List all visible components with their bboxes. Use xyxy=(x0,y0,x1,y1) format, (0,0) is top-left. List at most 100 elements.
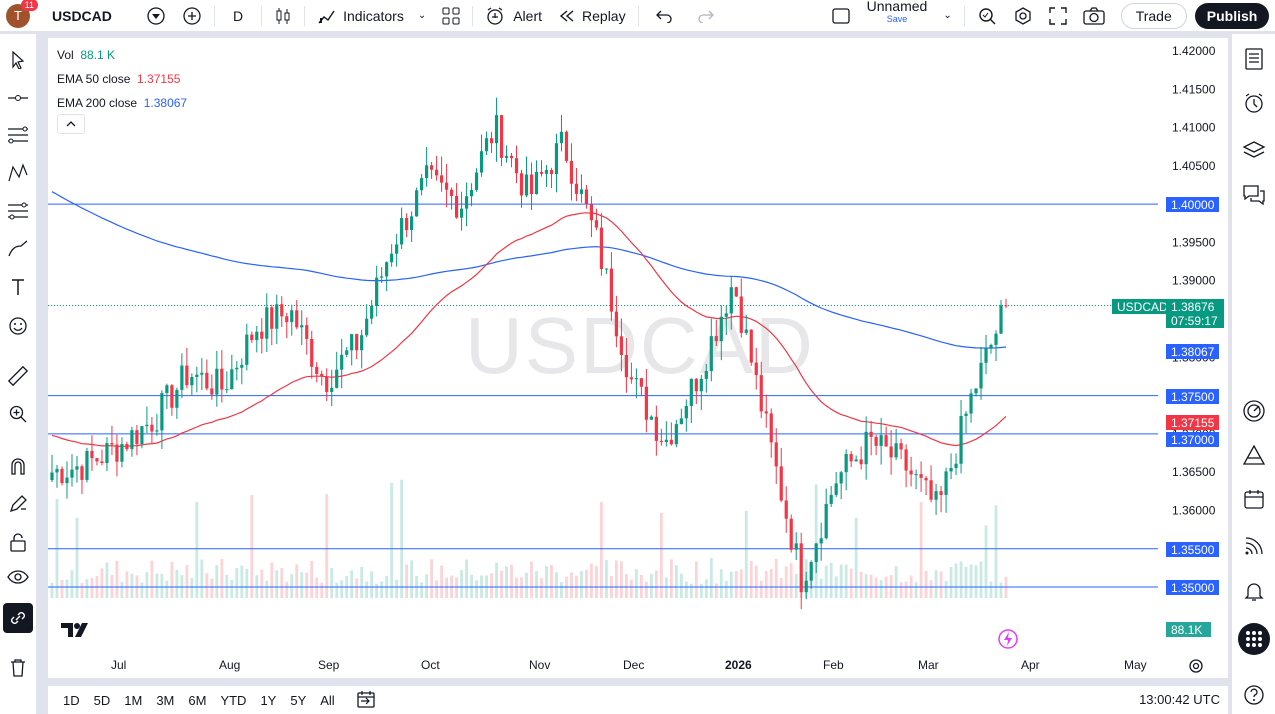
lock-icon[interactable] xyxy=(3,527,33,557)
eye-icon[interactable] xyxy=(3,562,33,592)
alerts-clock-icon[interactable] xyxy=(1239,88,1269,118)
divider xyxy=(963,5,965,26)
trade-button[interactable]: Trade xyxy=(1120,2,1187,29)
candle-body xyxy=(125,443,129,450)
candle-body xyxy=(95,458,99,462)
period-1m[interactable]: 1M xyxy=(124,692,143,708)
candle-body xyxy=(674,424,678,445)
user-avatar[interactable]: T 11 xyxy=(6,0,38,28)
broadcast-icon[interactable] xyxy=(1239,531,1269,561)
undo-icon[interactable] xyxy=(643,0,685,32)
lightning-icon[interactable] xyxy=(997,628,1019,655)
add-symbol-icon[interactable] xyxy=(174,0,210,32)
layout-checkbox[interactable] xyxy=(823,0,859,32)
templates-icon[interactable] xyxy=(434,0,468,32)
ruler-icon[interactable] xyxy=(3,361,33,391)
tradingview-logo[interactable] xyxy=(60,621,92,644)
candle-body xyxy=(774,442,778,467)
chat-icon[interactable] xyxy=(1239,180,1269,210)
alert-button[interactable]: Alert xyxy=(477,0,550,32)
candle-body xyxy=(280,304,284,317)
volume-bar xyxy=(629,579,633,598)
volume-bar xyxy=(430,559,434,598)
volume-bar xyxy=(694,561,698,598)
chevron-down-icon[interactable]: ⌄ xyxy=(943,10,952,21)
volume-bar xyxy=(754,565,758,598)
volume-bar xyxy=(100,568,104,598)
candle-body xyxy=(909,470,913,475)
indicators-button[interactable]: Indicators ⌄ xyxy=(309,0,434,32)
layout-name-button[interactable]: Unnamed Save xyxy=(859,0,936,32)
publish-button[interactable]: Publish xyxy=(1194,2,1270,29)
level-label-1[interactable]: 1.40000 xyxy=(1166,197,1219,212)
settings-icon[interactable] xyxy=(1005,0,1041,32)
period-1d[interactable]: 1D xyxy=(63,692,80,708)
bell-icon[interactable] xyxy=(1239,576,1269,606)
calendar-icon[interactable] xyxy=(1239,484,1269,514)
volume-bar xyxy=(654,570,658,598)
trend-line-icon[interactable] xyxy=(3,83,33,113)
volume-bar xyxy=(495,562,498,598)
candle-body xyxy=(629,377,633,380)
ema200-legend[interactable]: EMA 200 close 1.38067 xyxy=(57,91,187,115)
period-3m[interactable]: 3M xyxy=(156,692,175,708)
period-all[interactable]: All xyxy=(320,692,335,708)
target-icon[interactable] xyxy=(1239,396,1269,426)
period-6m[interactable]: 6M xyxy=(188,692,207,708)
watchlist-icon[interactable] xyxy=(1239,44,1269,74)
magnet-icon[interactable] xyxy=(3,451,33,481)
pattern-icon[interactable] xyxy=(3,158,33,188)
volume-bar xyxy=(869,574,873,598)
symbol-name: USDCAD xyxy=(52,7,112,24)
date-range-icon[interactable] xyxy=(356,690,376,711)
brush-icon[interactable] xyxy=(3,234,33,264)
volume-bar xyxy=(75,517,79,598)
fib-retracement-icon[interactable] xyxy=(3,120,33,150)
volume-bar xyxy=(455,577,458,598)
compare-icon[interactable] xyxy=(138,0,174,32)
camera-icon[interactable] xyxy=(1075,0,1113,32)
volume-bar xyxy=(420,582,424,598)
clock[interactable]: 13:00:42 UTC xyxy=(1139,692,1220,707)
zoom-in-icon[interactable] xyxy=(3,399,33,429)
axis-settings-icon[interactable] xyxy=(1188,658,1204,679)
period-1y[interactable]: 1Y xyxy=(260,692,277,708)
candle-body xyxy=(135,430,139,444)
link-icon[interactable] xyxy=(3,603,33,633)
candle-body xyxy=(494,115,499,144)
candles-icon[interactable] xyxy=(266,0,300,32)
trash-icon[interactable] xyxy=(3,653,33,683)
prediction-icon[interactable] xyxy=(3,196,33,226)
symbol-search[interactable]: USDCAD xyxy=(44,0,144,32)
interval-button[interactable]: D xyxy=(219,0,257,32)
period-5y[interactable]: 5Y xyxy=(290,692,307,708)
chart-pane[interactable]: 1.42000 1.41500 1.41000 1.40500 1.40000 1.395… xyxy=(48,38,1228,678)
period-5d[interactable]: 5D xyxy=(93,692,111,708)
help-icon[interactable] xyxy=(1239,680,1269,710)
layers-icon[interactable] xyxy=(1239,135,1269,165)
redo-icon[interactable] xyxy=(685,0,727,32)
stay-drawing-icon[interactable] xyxy=(3,489,33,519)
volume-legend[interactable]: Vol 88.1 K xyxy=(57,43,187,67)
widget-bar xyxy=(1232,34,1275,714)
level-label-3[interactable]: 1.37000 xyxy=(1166,432,1219,447)
save-label: Save xyxy=(886,13,908,24)
candle-body xyxy=(939,491,943,495)
apps-grid-icon[interactable] xyxy=(1238,623,1270,655)
volume-bar xyxy=(580,571,583,598)
ema50-legend[interactable]: EMA 50 close 1.37155 xyxy=(57,67,187,91)
period-ytd[interactable]: YTD xyxy=(220,692,247,708)
replay-button[interactable]: Replay xyxy=(550,0,634,32)
quick-search-icon[interactable] xyxy=(969,0,1005,32)
level-label-4[interactable]: 1.35500 xyxy=(1166,542,1219,557)
volume-bar xyxy=(540,578,543,598)
level-label-5[interactable]: 1.35000 xyxy=(1166,580,1219,595)
level-label-2[interactable]: 1.37500 xyxy=(1166,389,1219,404)
text-icon[interactable] xyxy=(3,272,33,302)
emoji-icon[interactable] xyxy=(3,311,33,341)
cursor-icon[interactable] xyxy=(3,45,33,75)
y-tick-label: 1.42000 xyxy=(1172,44,1216,58)
ideas-icon[interactable] xyxy=(1239,440,1269,470)
fullscreen-icon[interactable] xyxy=(1041,0,1075,32)
collapse-legend-button[interactable] xyxy=(57,114,85,134)
